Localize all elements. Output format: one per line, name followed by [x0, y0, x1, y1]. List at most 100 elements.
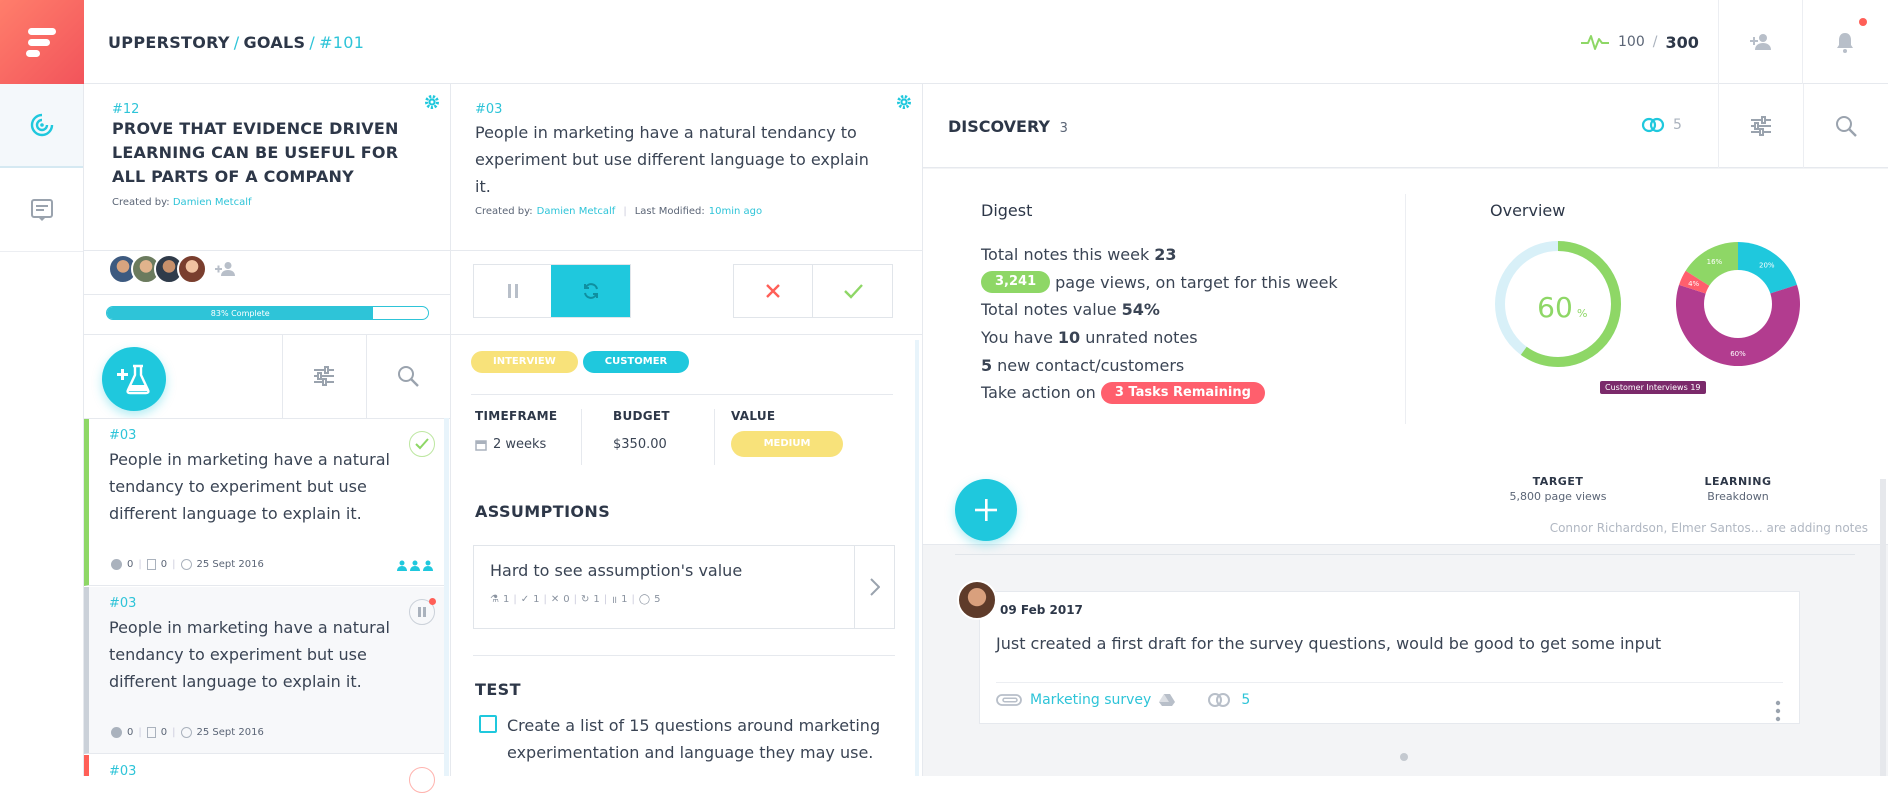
- experiment-text: People in marketing have a natural tenda…: [109, 618, 390, 691]
- digest-list: Total notes this week 23 3,241 page views,…: [981, 241, 1338, 407]
- score-separator: /: [1652, 34, 1658, 50]
- value-badge[interactable]: MEDIUM: [731, 431, 843, 457]
- budget-field: BUDGET $350.00: [613, 409, 670, 452]
- chevron-right-icon: [869, 578, 880, 596]
- sidebar-item-goals[interactable]: [0, 84, 83, 168]
- score-current: 100: [1618, 34, 1645, 50]
- goal-author-link[interactable]: Damien Metcalf: [172, 197, 252, 208]
- breadcrumb-section[interactable]: GOALS: [243, 33, 306, 52]
- modified-time: 10min ago: [708, 206, 763, 217]
- assumption-open-button[interactable]: [854, 546, 894, 628]
- filter-button[interactable]: [282, 334, 366, 418]
- pause-icon: [507, 284, 518, 298]
- note-count: 0: [160, 727, 168, 738]
- add-user-button[interactable]: [1718, 0, 1802, 84]
- refresh-icon: [583, 283, 598, 299]
- status-icon[interactable]: [409, 767, 435, 793]
- note-comments-count[interactable]: 5: [1241, 692, 1251, 708]
- add-member-icon[interactable]: [215, 261, 237, 277]
- question-icon: [111, 559, 122, 570]
- sliders-icon: [1751, 116, 1771, 136]
- notifications-button[interactable]: [1802, 0, 1886, 84]
- discovery-panel: DISCOVERY 3 5 Digest Total notes this we…: [923, 84, 1888, 776]
- donut-slice-label: 16%: [1707, 258, 1723, 266]
- comment-icon: ◯: [638, 593, 651, 605]
- breadcrumb-project[interactable]: UPPERSTORY: [108, 33, 230, 52]
- running-button[interactable]: [551, 265, 630, 317]
- search-button[interactable]: [1803, 84, 1888, 168]
- notification-dot: [1859, 18, 1867, 26]
- attachment-link[interactable]: Marketing survey: [1030, 692, 1152, 708]
- digest-value: 5: [981, 355, 993, 375]
- digest-row: 5 new contact/customers: [981, 351, 1338, 379]
- pause-button[interactable]: [474, 265, 551, 317]
- tag-customer[interactable]: CUSTOMER: [582, 351, 690, 373]
- stat-value: 1: [533, 593, 540, 605]
- target-caption: TARGET 5,800 page views: [1478, 475, 1638, 503]
- breadcrumb-id[interactable]: #101: [319, 33, 365, 52]
- filter-button[interactable]: [1718, 84, 1803, 168]
- status-alert-dot: [429, 598, 436, 605]
- new-experiment-button[interactable]: [102, 347, 166, 411]
- experiment-date: 25 Sept 2016: [196, 559, 264, 570]
- team-avatars[interactable]: [108, 254, 237, 284]
- created-label: Created by:: [475, 206, 533, 217]
- digest-row: You have 10 unrated notes: [981, 324, 1338, 352]
- experiment-id: #03: [109, 428, 137, 443]
- stat-value: 1: [593, 593, 600, 605]
- add-flask-icon: [117, 364, 150, 395]
- clock-icon: [180, 559, 192, 570]
- more-options-icon[interactable]: [1775, 700, 1781, 722]
- donut-slice-label: 20%: [1759, 261, 1775, 269]
- breadcrumb: UPPERSTORY / GOALS / #101: [108, 33, 364, 52]
- digest-value: 23: [1154, 245, 1177, 265]
- target-label: TARGET: [1532, 475, 1584, 488]
- assumption-card[interactable]: Hard to see assumption's value ⚗ 1 | ✓ 1 | ✕…: [473, 545, 895, 629]
- hypothesis-author-link[interactable]: Damien Metcalf: [536, 206, 616, 217]
- team-icon: [397, 560, 433, 571]
- learning-sub: Breakdown: [1707, 490, 1769, 503]
- goal-progress-bar: 83% Complete: [106, 306, 429, 320]
- avatar[interactable]: [177, 254, 207, 284]
- created-label: Created by:: [112, 197, 170, 208]
- verdict-toggle: [733, 264, 893, 318]
- search-button[interactable]: [366, 334, 450, 418]
- digest-label: Take action on: [981, 383, 1096, 403]
- stat-value: 1: [502, 593, 510, 605]
- hypothesis-tags: INTERVIEW CUSTOMER: [471, 351, 690, 373]
- scrollbar[interactable]: [1880, 479, 1886, 776]
- tasks-remaining-button[interactable]: 3 Tasks Remaining: [1100, 381, 1265, 404]
- note-footer: Marketing survey 5: [996, 692, 1250, 708]
- gear-icon[interactable]: [424, 94, 440, 110]
- accept-button[interactable]: [813, 265, 892, 317]
- timeframe-label: TIMEFRAME: [475, 409, 558, 423]
- discovery-count: 3: [1059, 121, 1068, 136]
- scrollbar[interactable]: [915, 340, 919, 776]
- comments-count: 5: [1673, 117, 1682, 133]
- experiment-id: #03: [109, 596, 137, 611]
- sidebar-item-notes[interactable]: [0, 168, 83, 252]
- test-checkbox[interactable]: [479, 715, 497, 733]
- experiment-card[interactable]: #03 People in marketing have a natural t…: [84, 587, 444, 754]
- gear-icon[interactable]: [896, 94, 912, 110]
- digest-label: Total notes value: [981, 300, 1117, 320]
- tag-interview[interactable]: INTERVIEW: [471, 351, 578, 373]
- experiment-card[interactable]: #03: [84, 755, 444, 793]
- hypothesis-panel: #03 People in marketing have a natural t…: [451, 84, 923, 776]
- note-card[interactable]: 09 Feb 2017 Just created a first draft f…: [979, 591, 1800, 724]
- comments-indicator[interactable]: 5: [1641, 117, 1682, 133]
- attachment-icon: [996, 694, 1022, 706]
- app-logo[interactable]: [0, 0, 84, 84]
- experiment-meta: 0 | 0 | 25 Sept 2016: [111, 559, 264, 570]
- scrollbar[interactable]: [444, 418, 449, 776]
- goal-id: #12: [112, 102, 140, 117]
- avatar[interactable]: [957, 580, 997, 620]
- digest-row: Take action on 3 Tasks Remaining: [981, 379, 1338, 407]
- paused-status-icon[interactable]: [409, 598, 436, 625]
- reject-button[interactable]: [734, 265, 813, 317]
- learning-caption: LEARNING Breakdown: [1658, 475, 1818, 503]
- completed-status-icon[interactable]: [409, 431, 435, 457]
- discovery-title: DISCOVERY 3: [948, 117, 1068, 136]
- add-note-button[interactable]: [955, 479, 1017, 541]
- experiment-card[interactable]: #03 People in marketing have a natural t…: [84, 419, 444, 586]
